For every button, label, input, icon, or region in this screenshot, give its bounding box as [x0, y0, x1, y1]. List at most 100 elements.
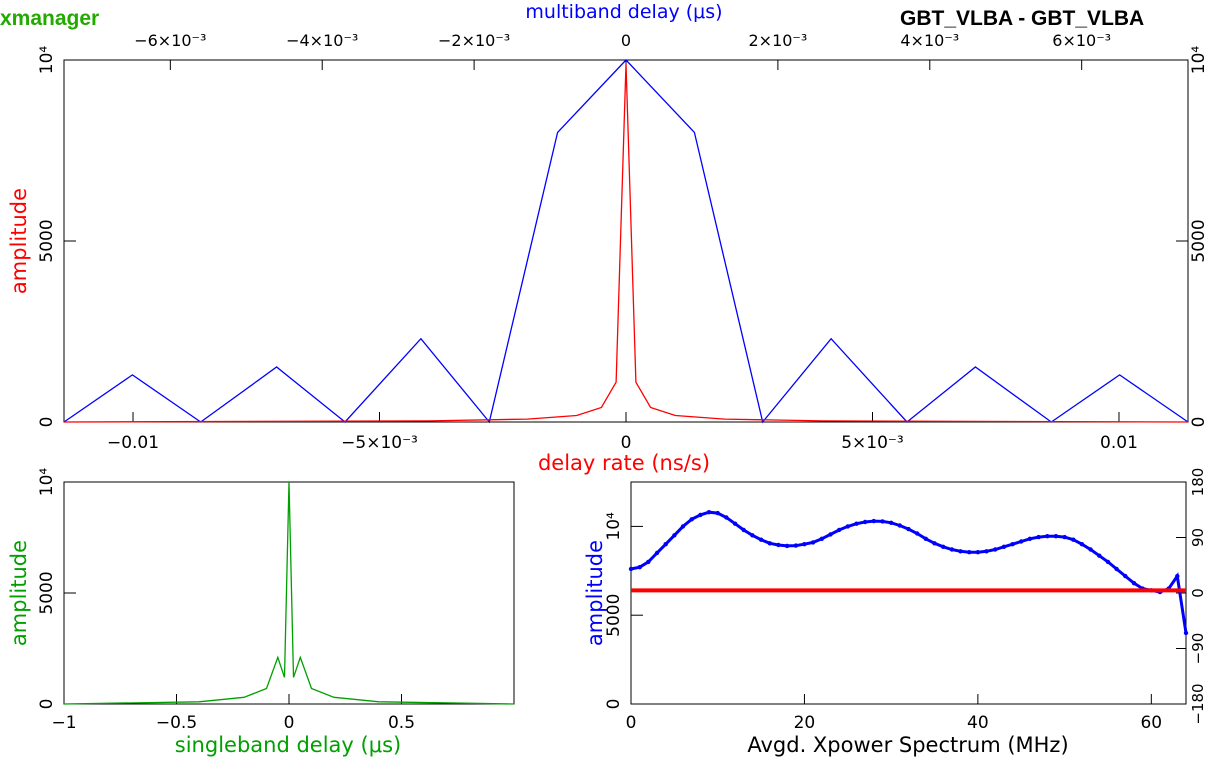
spectrum-point-21 — [810, 540, 816, 545]
main-series-group — [63, 59, 1189, 424]
baseline-label: GBT_VLBA - GBT_VLBA — [900, 7, 1144, 30]
spectrum-point-45 — [1019, 539, 1024, 544]
singleband-xlabel: singleband delay (μs) — [175, 733, 401, 757]
spectrum-point-29 — [880, 519, 885, 524]
singleband-plot-frame — [63, 481, 515, 705]
main-left-tick-label-0: 0 — [37, 417, 57, 428]
spectrum-point-23 — [828, 532, 833, 537]
singleband-x-tick-label-2: 0 — [284, 713, 295, 733]
spectrum-point-41 — [984, 549, 989, 554]
spectrum-series-group — [628, 510, 1189, 636]
spectrum-point-52 — [1079, 542, 1085, 547]
spectrum-point-30 — [889, 520, 894, 525]
main-bottom-tick-label-1: −5×10⁻³ — [341, 433, 418, 453]
spectrum-point-50 — [1062, 534, 1067, 540]
spectrum-x-tick-label-0: 0 — [626, 713, 637, 733]
singleband-ylabel: amplitude — [7, 540, 31, 646]
spectrum-point-20 — [802, 542, 807, 547]
spectrum-point-25 — [845, 524, 850, 529]
spectrum-y-tick-label-0: 0 — [604, 699, 624, 710]
spectrum-point-48 — [1045, 534, 1050, 539]
singleband-series-group — [63, 481, 515, 705]
main-series-red — [63, 63, 1189, 423]
main-top-tick-label-6: 6×10⁻³ — [1052, 31, 1111, 50]
spectrum-point-12 — [732, 521, 738, 526]
spectrum-point-44 — [1010, 542, 1015, 547]
spectrum-point-64 — [1183, 630, 1189, 636]
spectrum-point-10 — [715, 510, 720, 516]
main-left-axis: 0 5000 10⁴ 0 5000 10⁴ — [37, 46, 1207, 428]
spectrum-point-17 — [776, 542, 781, 548]
spectrum-point-19 — [793, 543, 798, 548]
spectrum-point-51 — [1071, 537, 1076, 542]
main-top-xlabel: multiband delay (μs) — [525, 1, 722, 23]
singleband-x-tick-label-3: 0.5 — [388, 713, 415, 733]
singleband-delay-plot: −1 −0.5 0 0.5 0 5000 10⁴ singleband delay (μs… — [7, 468, 515, 757]
spectrum-point-26 — [854, 521, 859, 526]
spectrum-ylabel: amplitude — [583, 540, 607, 646]
spectrum-point-33 — [915, 531, 920, 536]
spectrum-point-11 — [724, 515, 729, 520]
spectrum-point-7 — [689, 517, 694, 522]
main-left-tick-label-1: 5000 — [37, 219, 57, 262]
spectrum-point-5 — [672, 533, 677, 538]
spectrum-y-tick-label-1: 5000 — [604, 594, 624, 637]
main-top-tick-label-0: −6×10⁻³ — [134, 31, 206, 50]
spectrum-point-16 — [767, 541, 772, 546]
main-top-tick-label-1: −4×10⁻³ — [286, 31, 358, 50]
spectrum-point-46 — [1027, 536, 1033, 541]
spectrum-point-18 — [784, 543, 790, 549]
spectrum-point-13 — [741, 527, 746, 533]
spectrum-point-57 — [1123, 573, 1128, 579]
spectrum-point-47 — [1036, 534, 1041, 540]
spectrum-point-37 — [949, 547, 955, 552]
spectrum-point-0 — [628, 566, 634, 572]
singleband-y-tick-label-2: 10⁴ — [37, 468, 57, 497]
spectrum-phase-tick-label-3: 90 — [1189, 528, 1207, 547]
spectrum-phase-tick-label-4: 180 — [1189, 468, 1207, 497]
main-right-tick-label-1: 5000 — [1189, 219, 1207, 262]
spectrum-point-42 — [993, 547, 998, 552]
spectrum-point-22 — [819, 536, 824, 541]
spectrum-x-tick-label-1: 20 — [794, 713, 816, 733]
main-bottom-axis: −0.01 −5×10⁻³ 0 5×10⁻³ 0.01 — [107, 412, 1138, 453]
singleband-x-tick-label-0: −1 — [51, 713, 76, 733]
spectrum-point-14 — [750, 533, 755, 538]
main-top-tick-label-5: 4×10⁻³ — [900, 31, 959, 50]
main-delay-rate-plot: −6×10⁻³ −4×10⁻³ −2×10⁻³ 0 2×10⁻³ 4×10⁻³ 6×10⁻³… — [7, 1, 1207, 475]
main-bottom-tick-label-2: 0 — [621, 433, 632, 453]
singleband-y-tick-label-0: 0 — [37, 699, 57, 710]
main-bottom-tick-label-0: −0.01 — [107, 433, 159, 453]
main-top-tick-label-3: 0 — [621, 31, 631, 50]
spectrum-y-tick-label-2: 10⁴ — [604, 512, 624, 541]
main-series-blue — [63, 59, 1189, 424]
spectrum-point-34 — [923, 536, 928, 541]
spectrum-x-tick-label-2: 40 — [967, 713, 989, 733]
spectrum-point-32 — [906, 526, 911, 532]
spectrum-point-2 — [646, 559, 651, 565]
spectrum-y-axis: 0 5000 10⁴ — [604, 512, 643, 709]
spectrum-phase-tick-label-0: −180 — [1189, 683, 1207, 724]
spectrum-point-15 — [758, 537, 764, 542]
spectrum-point-43 — [1001, 544, 1007, 549]
main-bottom-tick-label-4: 0.01 — [1100, 433, 1138, 453]
spectrum-point-53 — [1088, 547, 1093, 552]
spectrum-point-36 — [941, 544, 946, 549]
main-plot-frame — [63, 59, 1189, 423]
spectrum-point-27 — [862, 519, 868, 525]
spectrum-point-6 — [680, 524, 686, 529]
main-top-tick-label-2: −2×10⁻³ — [438, 31, 510, 50]
spectrum-point-38 — [958, 549, 963, 554]
app-label: xmanager — [0, 7, 99, 30]
xpower-spectrum-plot: 0 20 40 60 0 5000 10⁴ −180 −90 0 90 180 Avgd. Xpo… — [583, 468, 1207, 757]
spectrum-point-49 — [1053, 534, 1059, 539]
main-ylabel: amplitude — [7, 188, 31, 294]
spectrum-point-56 — [1114, 566, 1119, 572]
singleband-y-axis: 0 5000 10⁴ — [37, 468, 76, 710]
singleband-x-tick-label-1: −0.5 — [156, 713, 197, 733]
spectrum-point-31 — [897, 523, 902, 528]
spectrum-plot-frame — [630, 481, 1187, 705]
main-bottom-tick-label-3: 5×10⁻³ — [841, 433, 903, 453]
spectrum-point-1 — [637, 565, 642, 570]
